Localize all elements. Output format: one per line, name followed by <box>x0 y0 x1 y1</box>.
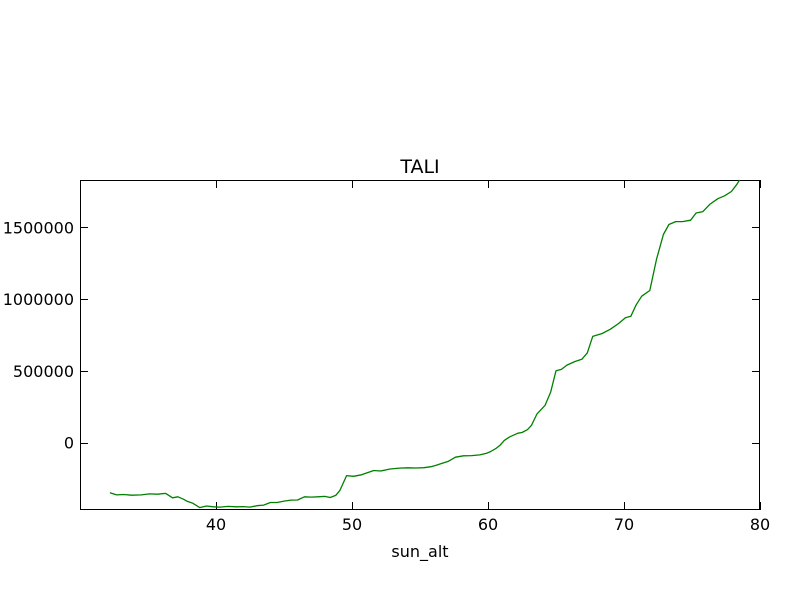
x-tick-label: 80 <box>750 515 770 534</box>
x-axis: 40 50 60 70 80 <box>206 180 770 534</box>
y-tick-label: 500000 <box>13 362 74 381</box>
y-tick-label: 1500000 <box>3 218 74 237</box>
y-axis: 0 500000 1000000 1500000 <box>3 218 760 453</box>
plot-frame <box>80 180 760 510</box>
x-axis-label: sun_alt <box>391 542 448 562</box>
y-tick-label: 0 <box>64 434 74 453</box>
series-line <box>109 179 741 509</box>
chart-title: TALI <box>399 156 439 178</box>
x-tick-label: 70 <box>614 515 634 534</box>
x-tick-label: 40 <box>206 515 226 534</box>
y-tick-label: 1000000 <box>3 290 74 309</box>
x-tick-label: 50 <box>342 515 362 534</box>
x-tick-label: 60 <box>478 515 498 534</box>
series-layer <box>109 179 741 509</box>
